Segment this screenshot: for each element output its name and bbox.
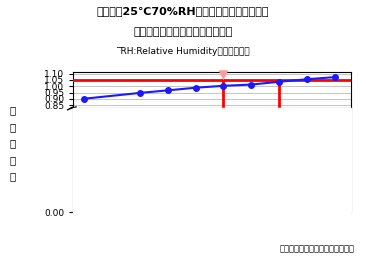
Text: 要: 要 (10, 122, 16, 132)
Text: 動: 動 (10, 138, 16, 148)
Text: 比: 比 (10, 172, 16, 182)
Text: 所: 所 (10, 105, 16, 115)
Text: 力: 力 (10, 155, 16, 165)
Text: 出典：省エネルギーセンター資料: 出典：省エネルギーセンター資料 (280, 244, 355, 253)
Bar (73, 108, 351, 212)
X-axis label: 吸い込み空気温度（℃）: 吸い込み空気温度（℃） (178, 136, 247, 146)
Text: ‾RH:Relative Humidity（相対湿度）: ‾RH:Relative Humidity（相対湿度） (116, 47, 250, 56)
Text: （参考）25℃70%RHの空気を吸気した場合の: （参考）25℃70%RHの空気を吸気した場合の (97, 6, 269, 16)
Text: 举き質量あたりの動力に対する比: 举き質量あたりの動力に対する比 (133, 27, 233, 37)
